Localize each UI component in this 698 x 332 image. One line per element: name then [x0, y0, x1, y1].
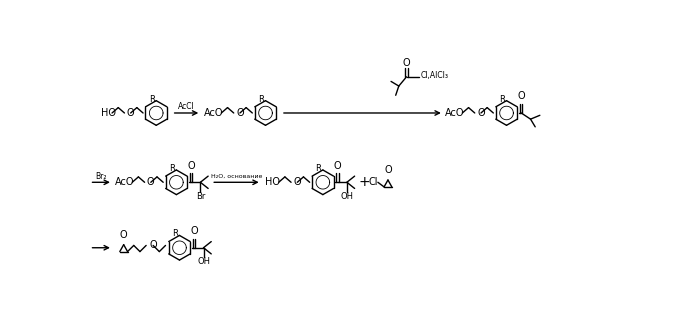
Text: O: O — [517, 91, 525, 102]
Text: HO: HO — [101, 108, 116, 118]
Text: O: O — [187, 161, 195, 171]
Text: Br₂: Br₂ — [96, 172, 107, 181]
Text: OH: OH — [197, 257, 210, 266]
Text: R: R — [499, 95, 505, 104]
Text: O: O — [236, 108, 244, 118]
Text: Cl,AlCl₃: Cl,AlCl₃ — [420, 71, 449, 80]
Text: O: O — [477, 108, 484, 118]
Text: R: R — [169, 164, 174, 173]
Text: O: O — [191, 226, 198, 236]
Text: Br: Br — [195, 192, 205, 201]
Text: O: O — [120, 230, 128, 240]
Text: H₂O, основание: H₂O, основание — [211, 174, 262, 179]
Text: AcO: AcO — [445, 108, 465, 118]
Text: O: O — [384, 165, 392, 175]
Text: O: O — [147, 177, 154, 187]
Text: R: R — [315, 164, 321, 173]
Text: R: R — [149, 95, 154, 104]
Text: O: O — [403, 58, 410, 68]
Text: O: O — [293, 177, 301, 187]
Text: HO: HO — [265, 177, 280, 187]
Text: AcO: AcO — [205, 108, 224, 118]
Text: R: R — [172, 229, 178, 238]
Text: O: O — [334, 161, 341, 171]
Text: AcCl: AcCl — [178, 102, 195, 111]
Text: OH: OH — [341, 192, 353, 201]
Text: AcO: AcO — [115, 177, 135, 187]
Text: R: R — [258, 95, 264, 104]
Text: +: + — [358, 175, 370, 189]
Text: O: O — [149, 240, 157, 250]
Text: O: O — [127, 108, 135, 118]
Text: Cl: Cl — [369, 177, 378, 187]
